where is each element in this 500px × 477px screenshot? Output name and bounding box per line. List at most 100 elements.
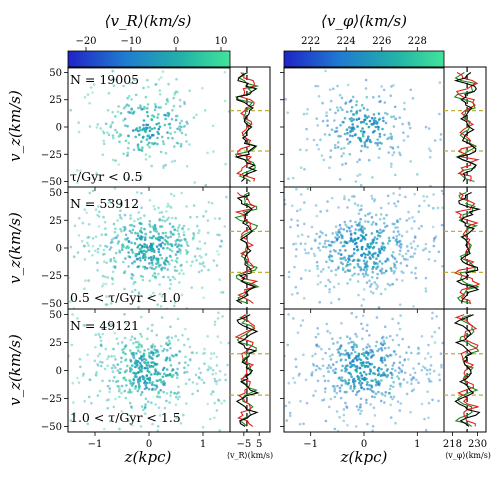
scatter-point — [351, 274, 354, 277]
scatter-point — [336, 84, 339, 88]
scatter-point — [102, 248, 106, 252]
scatter-point — [343, 220, 347, 224]
scatter-point — [353, 242, 357, 246]
scatter-point — [386, 194, 390, 198]
scatter-point — [150, 118, 154, 122]
scatter-point — [134, 254, 138, 258]
scatter-point — [305, 148, 308, 152]
scatter-point — [144, 232, 147, 236]
scatter-point — [394, 421, 397, 425]
scatter-point — [289, 225, 292, 229]
scatter-point — [192, 204, 196, 207]
scatter-point — [380, 379, 383, 382]
scatter-point — [143, 357, 146, 361]
scatter-point — [155, 230, 158, 233]
scatter-point — [328, 133, 331, 137]
scatter-point — [383, 341, 386, 345]
colorbar-tick-label: 0 — [173, 36, 179, 47]
scatter-point — [398, 327, 402, 331]
scatter-point — [339, 253, 343, 256]
scatter-point — [388, 283, 392, 287]
scatter-point — [197, 367, 201, 370]
scatter-point — [138, 129, 142, 132]
scatter-point — [361, 132, 365, 136]
scatter-point — [345, 229, 349, 233]
scatter-point — [144, 380, 147, 384]
scatter-point — [123, 376, 126, 380]
scatter-point — [111, 69, 114, 73]
scatter-point — [366, 108, 369, 112]
scatter-point — [120, 204, 123, 207]
scatter-point — [147, 351, 151, 355]
scatter-point — [119, 209, 122, 213]
scatter-point — [380, 270, 383, 273]
scatter-point — [351, 259, 355, 263]
scatter-point — [103, 260, 106, 264]
scatter-point — [316, 283, 320, 286]
scatter-point — [408, 217, 411, 220]
scatter-point — [141, 375, 144, 378]
scatter-point — [427, 127, 431, 130]
scatter-point — [335, 126, 339, 130]
scatter-point — [368, 251, 372, 255]
scatter-point — [375, 257, 378, 261]
scatter-point — [178, 350, 182, 353]
scatter-point — [365, 401, 368, 405]
scatter-point — [347, 254, 351, 258]
scatter-point — [136, 257, 140, 261]
scatter-point — [333, 389, 336, 393]
scatter-point — [126, 177, 130, 181]
scatter-point — [417, 362, 421, 366]
scatter-point — [427, 416, 430, 420]
scatter-point — [91, 237, 95, 240]
scatter-point — [218, 233, 221, 237]
scatter-point — [102, 139, 105, 143]
scatter-point — [109, 259, 112, 263]
scatter-point — [182, 413, 185, 417]
scatter-point — [372, 119, 376, 122]
scatter-point — [162, 142, 166, 146]
scatter-point — [286, 111, 290, 114]
scatter-point — [197, 270, 201, 274]
scatter-point — [127, 240, 131, 243]
scatter-point — [164, 151, 168, 155]
scatter-point — [356, 174, 360, 178]
scatter-point — [161, 349, 165, 353]
scatter-point — [395, 278, 399, 281]
scatter-point — [301, 319, 305, 322]
profile-curve — [453, 72, 478, 182]
scatter-point — [377, 95, 381, 98]
scatter-point — [69, 245, 73, 249]
scatter-point — [390, 376, 394, 380]
scatter-point — [367, 361, 370, 364]
scatter-point — [200, 256, 203, 259]
scatter-point — [124, 124, 127, 127]
scatter-point — [200, 378, 204, 382]
scatter-point — [401, 254, 405, 258]
scatter-point — [297, 374, 301, 377]
scatter-point — [224, 378, 227, 382]
scatter-point — [141, 136, 145, 139]
scatter-point — [147, 141, 151, 145]
scatter-point — [398, 239, 402, 243]
scatter-point — [122, 351, 125, 354]
scatter-point — [359, 129, 363, 133]
scatter-point — [107, 92, 111, 95]
scatter-point — [329, 358, 333, 361]
scatter-point — [153, 345, 156, 348]
scatter-point — [390, 137, 393, 140]
scatter-point — [383, 221, 386, 225]
scatter-point — [103, 220, 107, 224]
scatter-point — [153, 250, 156, 254]
scatter-point — [114, 260, 118, 264]
scatter-point — [109, 125, 112, 129]
scatter-point — [426, 352, 430, 355]
scatter-point — [198, 240, 201, 243]
scatter-point — [166, 268, 169, 271]
scatter-point — [138, 350, 142, 354]
scatter-point — [365, 346, 369, 349]
scatter-point — [352, 247, 356, 251]
scatter-point — [185, 243, 189, 246]
scatter-point — [382, 217, 386, 220]
scatter-point — [379, 399, 383, 403]
